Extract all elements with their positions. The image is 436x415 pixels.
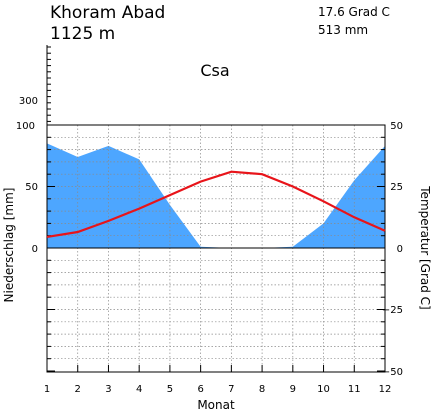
temperature-line — [46, 170, 386, 238]
x-tick-labels: 1 2 3 4 5 6 7 8 9 10 11 12 — [44, 384, 392, 395]
left-axis-label: Niederschlag [mm] — [2, 188, 16, 303]
grid-lines — [47, 125, 385, 372]
x-tick-label: 8 — [259, 384, 265, 395]
x-tick-label: 1 — [44, 384, 50, 395]
right-tick-label-minus-50: −50 — [382, 367, 403, 378]
climate-class: Csa — [200, 61, 229, 80]
x-tick-label: 7 — [228, 384, 234, 395]
precipitation-area — [47, 143, 385, 248]
right-tick-label-50: 50 — [390, 121, 403, 132]
x-tick-label: 12 — [379, 384, 392, 395]
x-tick-label: 5 — [167, 384, 173, 395]
x-tick-label: 6 — [197, 384, 203, 395]
x-tick-label: 2 — [75, 384, 81, 395]
x-tick-label: 3 — [105, 384, 111, 395]
upper-precipitation-axis — [46, 45, 51, 125]
right-tick-label-25: 25 — [390, 182, 403, 193]
left-tick-label-100: 100 — [16, 121, 35, 132]
station-name: Khoram Abad — [50, 3, 165, 23]
mean-temperature: 17.6 Grad C — [318, 5, 390, 19]
x-tick-label: 9 — [290, 384, 296, 395]
x-axis-label: Monat — [197, 398, 235, 412]
station-elevation: 1125 m — [50, 24, 115, 44]
right-tick-label-0: 0 — [397, 244, 403, 255]
left-tick-label-0: 0 — [32, 244, 38, 255]
annual-precipitation: 513 mm — [318, 23, 368, 37]
left-tick-label-50: 50 — [25, 182, 38, 193]
x-tick-label: 11 — [348, 384, 361, 395]
x-tick-label: 4 — [136, 384, 142, 395]
right-tick-label-minus-25: −25 — [382, 305, 403, 316]
left-tick-label-300: 300 — [19, 96, 38, 107]
x-tick-label: 10 — [317, 384, 330, 395]
right-axis-label: Temperatur [Grad C] — [418, 185, 432, 309]
